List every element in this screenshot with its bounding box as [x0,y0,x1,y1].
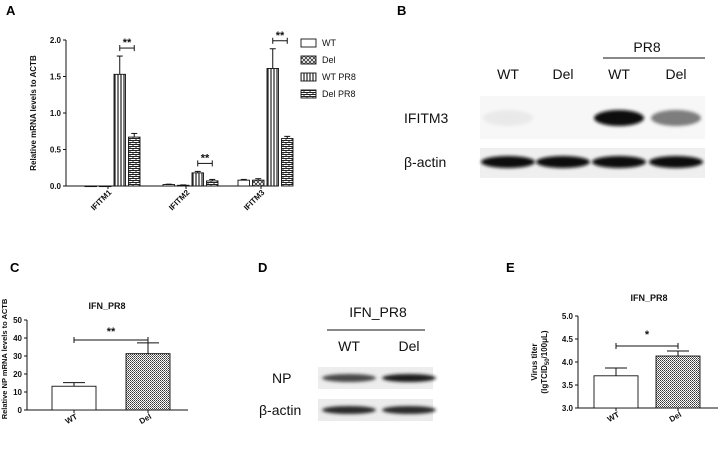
y-tick-label: 3.5 [562,381,574,390]
bar [252,179,265,187]
legend-label: Del PR8 [322,89,356,99]
blot-band [536,156,590,168]
y-axis-label: Relative NP mRNA levels to ACTB [0,298,9,419]
x-tick-label: IFITM1 [89,188,114,213]
x-tick-label: WT [606,410,621,424]
significance-label: ** [107,326,116,338]
x-tick-label: IFITM2 [167,188,192,213]
x-tick-label: Del [138,412,153,426]
blot-band [483,110,533,126]
blot-row-label: NP [272,370,291,386]
y-tick-label: 4.0 [562,358,574,367]
y-tick-label: 0 [18,406,23,415]
significance-label: ** [276,30,285,42]
blot-band [322,406,376,414]
legend-swatch [300,38,317,48]
blot-band [592,156,646,168]
x-tick-label: Del [668,410,683,424]
y-tick-label: 5.0 [562,312,574,321]
bar [128,136,141,187]
bar [655,355,701,409]
legend-label: WT [322,38,336,48]
panel-label-a: A [6,3,16,18]
bar [237,179,250,187]
y-tick-label: 4.5 [562,335,574,344]
blot-d-np: IFN_PR8 WT Del NP β-actin [259,304,436,421]
blot-band [481,156,535,168]
y-tick-label: 3.0 [562,404,574,413]
blot-band [382,406,436,414]
chart-title: IFN_PR8 [630,293,667,303]
y-axis-label-units: (lgTCID50/100μL) [540,330,551,393]
blot-band [594,110,644,126]
bar [51,385,97,411]
blot-lane-label: Del [398,338,419,354]
y-tick-label: 2.0 [50,36,62,45]
y-axis-label: Virus titer [530,343,539,380]
bar [125,353,171,411]
y-tick-label: 40 [13,334,22,343]
panel-label-b: B [397,3,406,18]
bar [281,138,294,187]
blot-group-label: PR8 [633,39,660,55]
y-tick-label: 10 [13,388,22,397]
blot-lane-label: WT [497,66,519,82]
x-tick-label: IFITM3 [242,188,267,213]
units-part: (lgTCID [540,365,549,394]
y-axis-label: Relative mRNA levels to ACTB [29,55,38,171]
legend-swatch [300,72,317,82]
legend-label: Del [322,55,336,65]
y-tick-label: 20 [13,370,22,379]
bar [191,172,204,187]
y-tick-label: 0.5 [50,146,62,155]
bar [113,73,126,187]
blot-band [322,374,376,382]
blot-lane-label: Del [665,66,686,82]
bar [162,184,175,187]
y-tick-label: 0.0 [50,182,62,191]
y-tick-label: 1.0 [50,109,62,118]
y-tick-label: 50 [13,316,22,325]
blot-band [651,110,701,126]
units-subscript: 50 [545,358,551,365]
blot-row-label: β-actin [259,402,301,418]
blot-row-label: IFITM3 [404,110,449,126]
bar [206,180,219,187]
panel-label-e: E [506,260,515,275]
blot-lane-label: Del [552,66,573,82]
panel-label-c: C [10,260,20,275]
blot-lane-label: WT [608,66,630,82]
chart-c-np-mrna: IFN_PR8 0 10 20 30 40 50 Relative NP mRNA level… [0,298,188,426]
bar [99,185,112,188]
chart-a-ifitm-mrna: 0.0 0.5 1.0 1.5 2.0 Relative mRNA levels to A… [29,30,356,213]
panel-label-d: D [258,260,267,275]
blot-row-label: β-actin [404,154,446,170]
y-tick-label: 30 [13,352,22,361]
significance-label: ** [123,37,132,49]
blot-band [382,374,436,382]
y-tick-label: 1.5 [50,73,62,82]
units-part: /100μL) [540,330,549,358]
legend-label: WT PR8 [322,72,356,82]
blot-band [649,156,703,168]
chart-title: IFN_PR8 [88,301,125,311]
blot-lane-label: WT [338,338,360,354]
significance-label: * [645,329,650,341]
x-tick-label: WT [64,412,79,426]
chart-e-virus-titer: IFN_PR8 3.0 3.5 4.0 4.5 5.0 Virus titer (lgTCID… [530,293,718,424]
bar [266,68,279,187]
significance-label: ** [201,152,210,164]
bar [84,185,97,188]
bar [593,375,639,409]
legend-swatch [300,89,317,99]
legend-swatch [300,55,317,65]
blot-group-label: IFN_PR8 [349,304,407,320]
